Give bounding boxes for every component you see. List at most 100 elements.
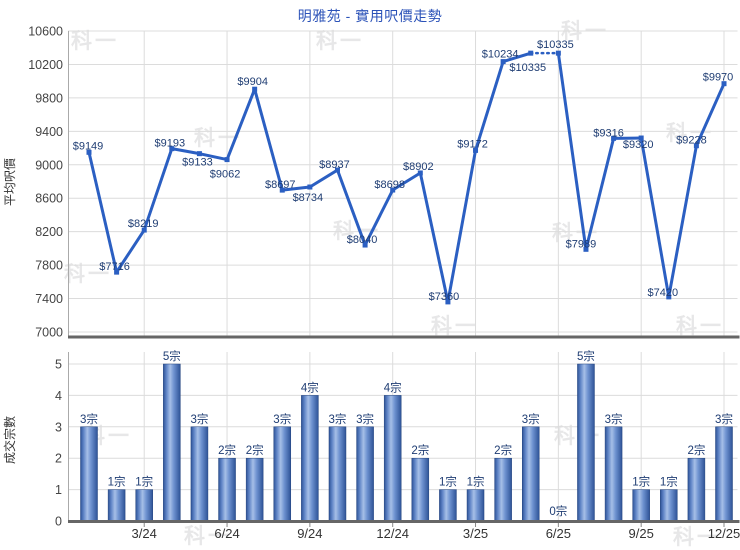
svg-text:$8697: $8697 — [265, 179, 296, 191]
x-axis-label: 9/25 — [629, 526, 654, 541]
bar-value-label: 2宗 — [494, 443, 512, 457]
svg-text:$9172: $9172 — [457, 138, 488, 150]
price-point-markers — [86, 50, 727, 305]
svg-text:$9970: $9970 — [703, 72, 734, 84]
volume-y-tick-labels: 0 1 2 3 4 5 — [55, 358, 62, 529]
bar-value-label: 3宗 — [329, 412, 347, 426]
svg-text:$9062: $9062 — [210, 169, 241, 181]
svg-text:$9316: $9316 — [593, 127, 624, 139]
bar-value-label: 4宗 — [301, 380, 319, 394]
svg-text:$7989: $7989 — [566, 238, 597, 250]
bar-value-label: 1宗 — [632, 475, 650, 489]
x-axis-label: 12/25 — [708, 526, 740, 541]
bar-value-label: 3宗 — [190, 412, 208, 426]
svg-text:$8902: $8902 — [403, 161, 434, 173]
svg-text:$9193: $9193 — [155, 138, 186, 150]
price-point-labels: $9149 $7716 $8219 $9193 $9133$9062 $9904 $8697… — [73, 39, 734, 303]
bar-value-label: 1宗 — [467, 475, 485, 489]
price-gridlines — [68, 30, 738, 337]
svg-text:9800: 9800 — [35, 91, 63, 105]
svg-text:$8698: $8698 — [374, 179, 405, 191]
bar-value-label: 2宗 — [218, 443, 236, 457]
volume-x-tick-labels: 3/24 6/24 9/24 12/24 3/25 6/25 9/25 12/25 — [132, 523, 740, 541]
svg-text:$9149: $9149 — [73, 140, 104, 152]
svg-text:$8734: $8734 — [293, 192, 324, 204]
bar-value-label: 2宗 — [687, 443, 705, 457]
x-axis-label: 12/24 — [376, 526, 409, 541]
bar-value-label: 3宗 — [522, 412, 540, 426]
bar-value-label: 3宗 — [273, 412, 291, 426]
bar-value-label: 2宗 — [246, 443, 264, 457]
volume-bar — [218, 457, 236, 522]
x-axis-label: 3/24 — [132, 526, 157, 541]
volume-bar — [687, 457, 706, 522]
volume-bar — [439, 489, 457, 522]
volume-bar — [411, 457, 430, 522]
svg-text:$10234: $10234 — [482, 49, 519, 61]
bar-value-label: 3宗 — [80, 412, 98, 426]
bar-value-label: 0宗 — [549, 504, 567, 518]
volume-bar — [107, 489, 126, 522]
bar-value-label: 3宗 — [356, 412, 374, 426]
svg-text:8600: 8600 — [35, 192, 63, 206]
volume-bar — [521, 426, 540, 522]
bar-value-label: 5宗 — [163, 349, 181, 363]
price-y-tick-labels: 7000 7400 7800 8200 8600 9000 9400 9800 10200 106… — [28, 25, 63, 340]
svg-text:9000: 9000 — [35, 158, 63, 172]
svg-text:$9228: $9228 — [676, 135, 707, 147]
volume-y-axis-title: 成交宗數 — [2, 416, 17, 464]
bar-value-label: 3宗 — [715, 412, 733, 426]
svg-text:$7420: $7420 — [647, 287, 678, 299]
volume-bar — [632, 489, 650, 522]
volume-bar — [245, 457, 264, 522]
bar-value-label: 1宗 — [108, 475, 126, 489]
bar-value-label: 4宗 — [384, 380, 402, 394]
volume-bar-chart: 3宗 1宗 1宗 5宗 3宗 2宗 2宗 3宗 4宗 3宗 3宗 4宗 2宗 1宗 1宗 2宗 3宗 0宗 5宗 3宗… — [2, 349, 740, 541]
svg-text:3: 3 — [55, 420, 62, 434]
svg-text:$8937: $8937 — [319, 159, 350, 171]
bar-value-label: 1宗 — [439, 475, 457, 489]
price-x-axis-line — [68, 335, 740, 339]
svg-text:$9133: $9133 — [182, 157, 213, 169]
volume-x-axis-line — [68, 520, 740, 523]
price-line-chart: 7000 7400 7800 8200 8600 9000 9400 9800 10200 106… — [3, 25, 740, 340]
bar-value-label: 1宗 — [135, 475, 153, 489]
price-y-axis-title: 平均呎價 — [3, 158, 17, 206]
volume-bar — [660, 489, 678, 522]
svg-text:$7716: $7716 — [99, 261, 130, 273]
x-axis-label: 6/25 — [546, 526, 571, 541]
bar-value-label: 2宗 — [411, 443, 429, 457]
volume-bar — [328, 426, 347, 522]
volume-bar — [383, 395, 402, 522]
svg-text:平均呎價: 平均呎價 — [3, 158, 17, 206]
svg-text:1: 1 — [55, 483, 62, 497]
svg-text:$9320: $9320 — [623, 139, 654, 151]
svg-text:8200: 8200 — [35, 225, 63, 239]
svg-text:10200: 10200 — [28, 58, 63, 72]
x-axis-label: 6/24 — [214, 526, 239, 541]
svg-text:$7360: $7360 — [429, 291, 460, 303]
volume-bar — [80, 426, 98, 522]
svg-text:7000: 7000 — [35, 326, 63, 340]
chart-title: 明雅苑 - 實用呎價走勢 — [297, 8, 443, 24]
svg-text:9400: 9400 — [35, 125, 63, 139]
svg-text:$8040: $8040 — [347, 234, 378, 246]
bar-value-label: 3宗 — [605, 412, 623, 426]
svg-text:7800: 7800 — [35, 259, 63, 273]
volume-bar — [301, 395, 319, 522]
volume-bar — [466, 489, 485, 522]
svg-text:10600: 10600 — [28, 25, 63, 39]
volume-bar — [356, 426, 374, 522]
svg-text:$9904: $9904 — [237, 76, 268, 88]
price-series-line — [87, 51, 726, 304]
svg-text:7400: 7400 — [35, 292, 63, 306]
bar-value-label: 1宗 — [660, 475, 678, 489]
volume-bars — [80, 363, 733, 522]
svg-text:0: 0 — [55, 515, 62, 529]
svg-text:2: 2 — [55, 452, 62, 466]
svg-text:成交宗數: 成交宗數 — [2, 416, 17, 464]
volume-bar — [273, 426, 292, 522]
volume-bar — [190, 426, 209, 522]
svg-text:$8219: $8219 — [128, 218, 159, 230]
